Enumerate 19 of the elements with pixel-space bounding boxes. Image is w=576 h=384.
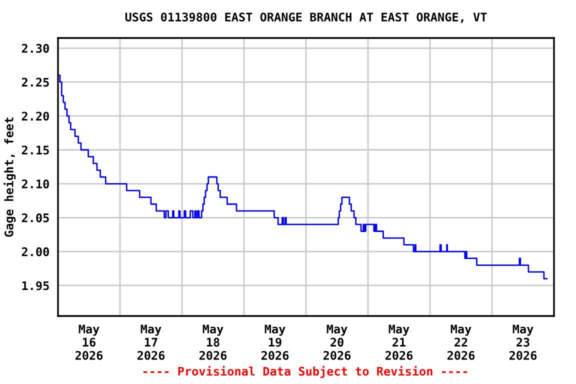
x-tick-label: May 20 2026: [323, 324, 351, 360]
x-tick-label: May 23 2026: [509, 324, 537, 360]
x-tick-label: May 19 2026: [261, 324, 289, 360]
x-tick-label: May 22 2026: [447, 324, 475, 360]
x-tick-label: May 21 2026: [385, 324, 413, 360]
y-axis-title: Gage height, feet: [4, 118, 16, 237]
y-tick-label: 2.15: [22, 146, 49, 155]
y-tick-label: 1.95: [22, 281, 49, 290]
y-tick-label: 2.25: [22, 78, 49, 87]
x-tick-label: May 18 2026: [199, 324, 227, 360]
chart-title: USGS 01139800 EAST ORANGE BRANCH AT EAST ORANGE, VT: [125, 12, 487, 23]
y-tick-label: 2.30: [22, 44, 49, 53]
y-tick-label: 2.10: [22, 180, 49, 188]
y-tick-label: 2.05: [22, 213, 49, 222]
x-tick-label: May 16 2026: [75, 324, 103, 360]
text: ---- Provisional Data Subject to Revision ----: [144, 366, 468, 378]
y-tick-label: 2.00: [22, 247, 49, 256]
x-tick-label: May 17 2026: [137, 324, 165, 360]
y-tick-label: 2.20: [22, 112, 49, 121]
